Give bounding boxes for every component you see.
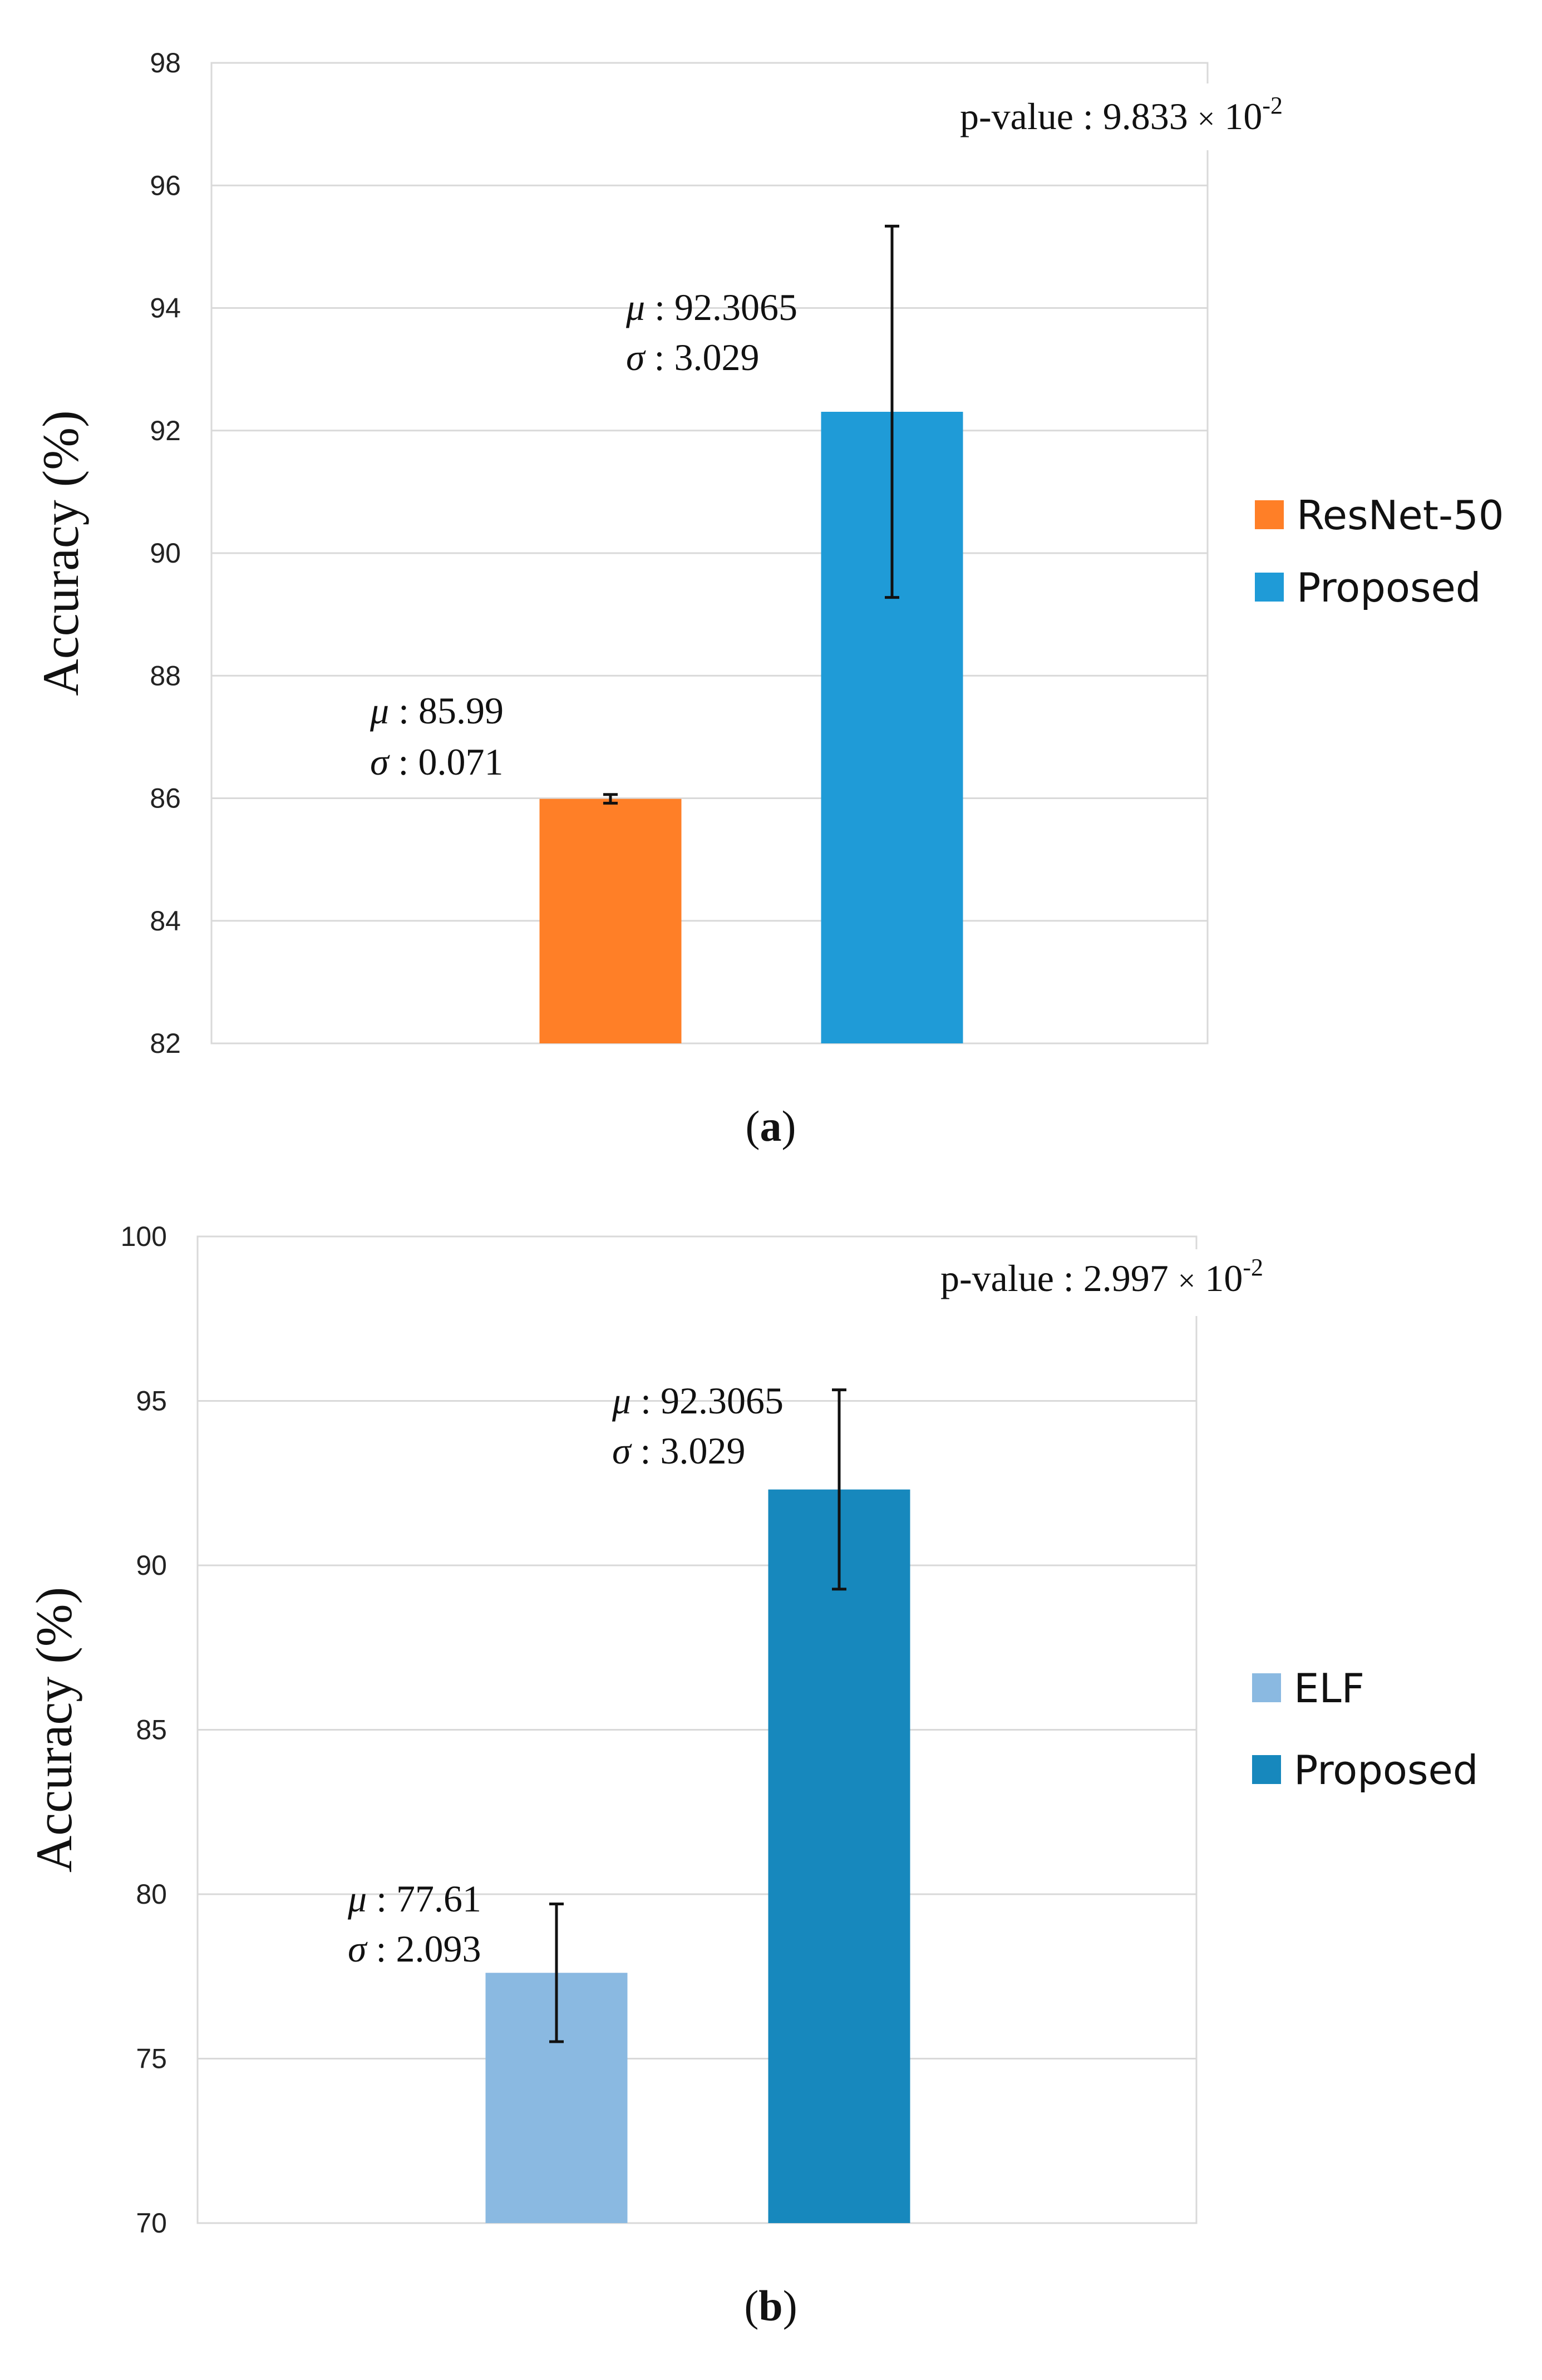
caption-letter: b xyxy=(758,2282,782,2330)
legend-swatch xyxy=(1255,573,1284,602)
p-value-label: p-value : 9.833 × 10-2 xyxy=(960,92,1283,137)
legend-label: ResNet-50 xyxy=(1297,492,1504,539)
caption-close: ) xyxy=(782,1102,796,1150)
y-tick-label: 92 xyxy=(150,415,181,446)
caption-open: ( xyxy=(744,2282,758,2330)
std-value: : 3.029 xyxy=(645,336,760,378)
sigma-symbol: σ xyxy=(626,336,646,378)
mu-symbol: μ xyxy=(370,689,389,732)
mean-value: : 92.3065 xyxy=(631,1379,784,1422)
y-tick-label: 85 xyxy=(136,1714,167,1746)
mean-annotation: μ : 77.61 xyxy=(347,1878,481,1920)
p-value-box xyxy=(901,1249,1402,1316)
p-value-base: 10 xyxy=(1195,1257,1243,1299)
std-value: : 0.071 xyxy=(389,741,504,783)
std-value: : 2.093 xyxy=(367,1928,481,1970)
p-value-label: p-value : 2.997 × 10-2 xyxy=(940,1254,1263,1299)
mu-symbol: μ xyxy=(347,1878,367,1920)
mean-value: : 92.3065 xyxy=(645,286,797,328)
p-value-exponent: -2 xyxy=(1243,1254,1263,1281)
p-value-base: 10 xyxy=(1215,95,1262,137)
sigma-symbol: σ xyxy=(370,741,390,783)
sigma-symbol: σ xyxy=(348,1928,368,1970)
p-value-box xyxy=(924,83,1425,150)
y-tick-label: 82 xyxy=(150,1028,181,1059)
y-tick-label: 84 xyxy=(150,905,181,937)
legend-label: Proposed xyxy=(1297,564,1481,611)
chart-a: 82 84 86 88 90 92 94 96 98 Accuracy (%) μ : 85.99 σ… xyxy=(32,47,1504,1150)
caption-open: ( xyxy=(746,1102,760,1150)
panel-caption: (a) xyxy=(746,1102,796,1150)
y-tick-label: 96 xyxy=(150,170,181,201)
y-tick-label: 80 xyxy=(136,1879,167,1910)
legend-swatch xyxy=(1252,1755,1281,1784)
plot-frame xyxy=(210,62,1209,1044)
legend-label: ELF xyxy=(1294,1665,1364,1712)
p-value-text: p-value : 2.997 xyxy=(940,1257,1178,1299)
y-tick-label: 88 xyxy=(150,660,181,691)
y-axis-label: Accuracy (%) xyxy=(32,410,89,696)
mean-annotation: μ : 92.3065 xyxy=(612,1379,784,1422)
y-tick-label: 70 xyxy=(136,2207,167,2239)
mean-value: : 85.99 xyxy=(389,689,504,732)
bar-resnet-50 xyxy=(539,799,682,1043)
y-tick-label: 95 xyxy=(136,1386,167,1417)
mu-symbol: μ xyxy=(612,1379,631,1422)
chart-b: 70 75 80 85 90 95 100 Accuracy (%) μ : 77.61 σ : … xyxy=(26,1221,1479,2330)
p-value-text: p-value : 9.833 xyxy=(960,95,1198,137)
panel-caption: (b) xyxy=(744,2282,797,2330)
p-value-exponent: -2 xyxy=(1262,92,1283,119)
bar-proposed xyxy=(768,1489,910,2223)
std-annotation: σ : 0.071 xyxy=(370,741,503,783)
plot-frame xyxy=(196,1235,1198,2224)
legend-swatch xyxy=(1255,500,1284,529)
std-annotation: σ : 2.093 xyxy=(348,1928,481,1970)
times-symbol: × xyxy=(1178,1264,1196,1298)
y-tick-label: 90 xyxy=(136,1550,167,1581)
std-annotation: σ : 3.029 xyxy=(626,336,759,378)
y-tick-label: 98 xyxy=(150,47,181,78)
caption-close: ) xyxy=(783,2282,797,2330)
std-value: : 3.029 xyxy=(631,1430,746,1472)
mean-value: : 77.61 xyxy=(367,1878,481,1920)
y-axis-label: Accuracy (%) xyxy=(26,1587,82,1873)
y-tick-label: 75 xyxy=(136,2043,167,2075)
legend-label: Proposed xyxy=(1294,1747,1479,1793)
y-tick-label: 86 xyxy=(150,783,181,814)
std-annotation: σ : 3.029 xyxy=(612,1430,745,1472)
caption-letter: a xyxy=(760,1102,782,1150)
mean-annotation: μ : 85.99 xyxy=(370,689,504,732)
mu-symbol: μ xyxy=(625,286,645,328)
y-tick-label: 100 xyxy=(121,1221,167,1252)
mean-annotation: μ : 92.3065 xyxy=(625,286,797,328)
legend-swatch xyxy=(1252,1673,1281,1702)
y-tick-label: 94 xyxy=(150,293,181,324)
sigma-symbol: σ xyxy=(612,1430,632,1472)
times-symbol: × xyxy=(1198,102,1215,136)
y-tick-label: 90 xyxy=(150,538,181,569)
